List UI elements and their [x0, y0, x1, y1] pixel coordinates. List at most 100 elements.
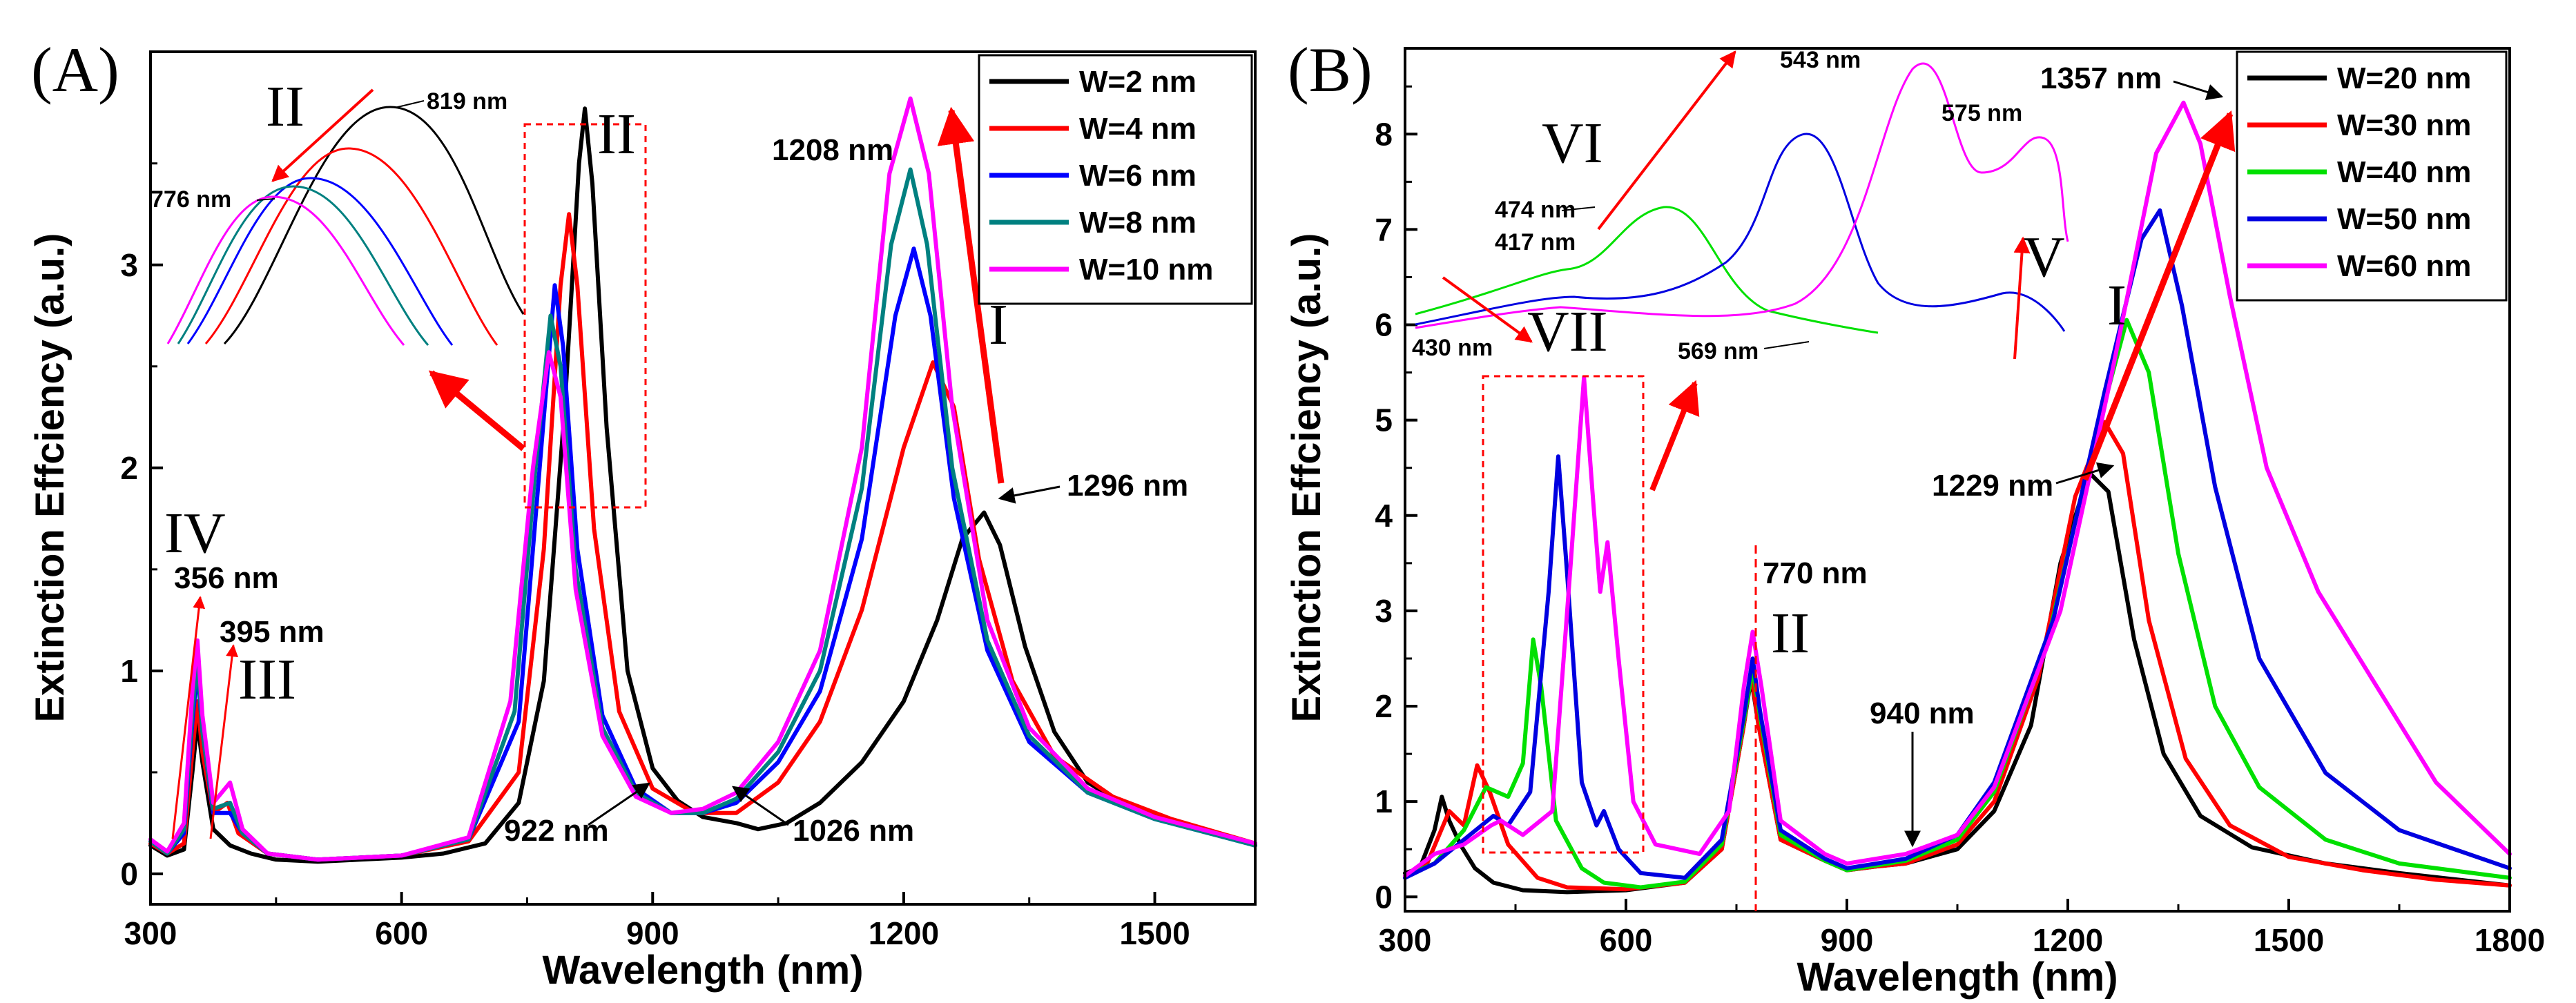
- legend-label: W=20 nm: [2337, 61, 2471, 95]
- inset-a-ann-776-leader: [256, 198, 275, 201]
- panel-a-band-iii-arrow: [209, 644, 239, 839]
- y-tick-label: 2: [120, 450, 138, 486]
- inset-b-ann-417: 417 nm: [1495, 229, 1576, 255]
- legend-label: W=10 nm: [1079, 253, 1213, 286]
- y-tick-label: 8: [1375, 116, 1393, 152]
- panel-a-box-label-ii: II: [597, 102, 636, 166]
- y-tick-label: 3: [120, 247, 138, 283]
- panel-a-legend-box: [978, 54, 1253, 305]
- inset-a-curve-teal: [177, 185, 429, 346]
- inset-b-curve-blue: [1415, 133, 2066, 332]
- legend-label: W=6 nm: [1079, 159, 1197, 193]
- inset-a-ann-819-leader: [394, 100, 425, 108]
- panel-b-frame: [1404, 47, 2511, 913]
- inset-a-curve-magenta: [166, 195, 405, 346]
- panel-a-band-i-arrow: [937, 106, 1005, 484]
- inset-b-ann-575: 575 nm: [1941, 100, 2022, 126]
- x-tick-label: 1200: [869, 915, 939, 951]
- inset-b-curve-magenta: [1415, 62, 2069, 329]
- panel-a-ann-1296-arrow: [998, 485, 1061, 504]
- inset-a-curve-red: [204, 147, 498, 346]
- panel-a-zoom-box: [523, 123, 647, 509]
- x-tick-label: 1500: [1119, 915, 1190, 951]
- panel-a-ann-922-arrow: [588, 782, 650, 826]
- y-tick-label: 5: [1375, 402, 1393, 438]
- panel-a-axes: 300 600 900 1200 1500 0 1 2 3: [120, 162, 1190, 951]
- y-tick-label: 7: [1375, 211, 1393, 247]
- inset-a-ann-819: 819 nm: [427, 88, 507, 115]
- panel-a-band-iv-arrow: [171, 596, 206, 839]
- panel-b-ann-770: 770 nm: [1763, 556, 1868, 590]
- legend-label: W=40 nm: [2337, 155, 2471, 189]
- panel-b-series-4: [1403, 100, 2512, 878]
- panel-a-frame: [149, 50, 1257, 906]
- inset-b-ann-543: 543 nm: [1780, 47, 1861, 73]
- y-tick-label: 3: [1375, 593, 1393, 629]
- inset-b-ann-569-leader: [1763, 341, 1810, 349]
- panel-a-series-2: [148, 246, 1257, 862]
- legend-label: W=2 nm: [1079, 65, 1197, 99]
- panel-a-ann-1026: 1026 nm: [793, 814, 914, 848]
- panel-b-axes: 300 600 900 1200 1500 1800 0 1 2 3 4 5 6 7 8: [1375, 85, 2545, 958]
- inset-b-v-arrow: [2013, 236, 2031, 360]
- inset-b-ann-430: 430 nm: [1412, 335, 1493, 361]
- panel-a-xlabel: Wavelength (nm): [542, 948, 863, 993]
- y-tick-label: 4: [1375, 498, 1393, 534]
- legend-label: W=50 nm: [2337, 202, 2471, 236]
- x-tick-label: 900: [1821, 922, 1874, 958]
- panel-b-legend-box: [2236, 50, 2508, 302]
- x-tick-label: 600: [375, 915, 428, 951]
- panel-b-series: [1403, 100, 2512, 895]
- inset-a-shift-arrow: [271, 88, 374, 182]
- inset-a-curve-blue: [186, 177, 454, 346]
- x-tick-label: 1200: [2033, 922, 2103, 958]
- panel-a-inset: II 819 nm 776 nm: [151, 75, 525, 346]
- panel-b-band-i: I: [2107, 273, 2127, 338]
- inset-b-vii-arrow: [1442, 276, 1533, 343]
- panel-b-ann-940: 940 nm: [1870, 697, 1975, 730]
- inset-b-ann-569: 569 nm: [1678, 338, 1759, 364]
- panel-b-xlabel: Wavelength (nm): [1797, 955, 2118, 1000]
- panel-a-ann-1208: 1208 nm: [772, 133, 893, 167]
- panel-b-ann-1229-arrow: [2055, 462, 2115, 485]
- y-tick-label: 1: [120, 653, 138, 689]
- x-tick-label: 300: [1379, 922, 1432, 958]
- x-tick-label: 300: [124, 915, 177, 951]
- inset-b-vi-arrow: [1597, 50, 1736, 231]
- legend-label: W=30 nm: [2337, 108, 2471, 142]
- inset-a-curve-black: [223, 106, 525, 345]
- panel-b-label: (B): [1288, 35, 1373, 105]
- legend-label: W=4 nm: [1079, 112, 1197, 146]
- panel-a-series: [148, 96, 1257, 864]
- panel-b-legend: W=20 nm W=30 nm W=40 nm W=50 nm W=60 nm: [2236, 50, 2508, 302]
- panel-a-ann-1026-arrow: [732, 786, 789, 826]
- y-tick-label: 0: [1375, 879, 1393, 915]
- panel-b-inset-pointer: [1649, 380, 1700, 491]
- panel-a-series-4: [148, 96, 1257, 862]
- panel-b-ann-1229: 1229 nm: [1932, 469, 2053, 503]
- panel-b: 300 600 900 1200 1500 1800 0 1 2 3 4 5 6 7 8 Wavelengt…: [1284, 35, 2545, 1000]
- panel-b-band-i-arrow: [2082, 110, 2236, 481]
- panel-a-ann-922: 922 nm: [504, 814, 609, 848]
- inset-b-label-v: V: [2023, 225, 2065, 289]
- x-tick-label: 1800: [2475, 922, 2545, 958]
- panel-a-ylabel: Extinction Effciency (a.u.): [28, 233, 72, 723]
- legend-label: W=8 nm: [1079, 206, 1197, 240]
- inset-b-curve-green: [1415, 206, 1879, 334]
- panel-a-label: (A): [31, 35, 119, 105]
- panel-a-legend: W=2 nm W=4 nm W=6 nm W=8 nm W=10 nm: [978, 54, 1253, 305]
- inset-b-ann-474-leader: [1561, 206, 1596, 211]
- panel-a-inset-pointer: [428, 370, 525, 451]
- panel-b-band-ii: II: [1771, 601, 1810, 665]
- panel-a-series-0: [148, 106, 1257, 864]
- panel-a-band-iv: IV: [164, 501, 226, 565]
- x-tick-label: 900: [626, 915, 679, 951]
- panel-a: 300 600 900 1200 1500 0 1 2 3 Wavelength (nm) Ex…: [28, 35, 1257, 993]
- panel-b-ylabel: Extinction Effciency (a.u.): [1284, 233, 1329, 723]
- panel-b-zoom-box: [1482, 375, 1645, 854]
- panel-a-ann-395: 395 nm: [220, 615, 325, 649]
- y-tick-label: 1: [1375, 783, 1393, 819]
- inset-a-ann-776: 776 nm: [151, 186, 231, 213]
- y-tick-label: 0: [120, 856, 138, 892]
